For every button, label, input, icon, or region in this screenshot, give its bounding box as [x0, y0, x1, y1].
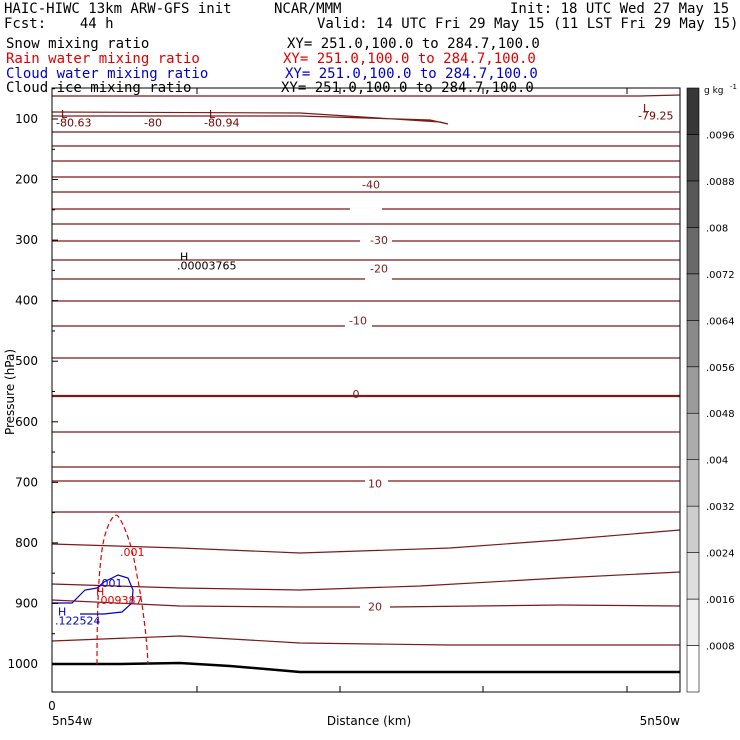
colorbar-swatch: [686, 366, 700, 414]
y-tick-label: 600: [15, 415, 38, 429]
colorbar-label: .008: [706, 223, 728, 234]
colorbar-swatch: [686, 134, 700, 182]
header-valid: Valid: 14 UTC Fri 29 May 15 (11 LST Fri …: [317, 16, 739, 32]
colorbar-swatch: [686, 320, 700, 368]
header-model: HAIC-HIWC 13km ARW-GFS init: [4, 1, 232, 17]
colorbar-label: .0016: [706, 595, 735, 606]
extremum-annotation: H: [58, 605, 66, 618]
y-tick-label: 300: [15, 233, 38, 247]
colorbar-swatch: [686, 645, 700, 693]
y-axis-label: Pressure (hPa): [3, 349, 17, 435]
contour-label: 20: [368, 600, 382, 613]
contour-label: -20: [370, 263, 388, 276]
colorbar-label: .0072: [706, 270, 735, 281]
header-org: NCAR/MMM: [274, 1, 342, 17]
rain-water-contour: [96, 514, 149, 665]
colorbar-label: .0088: [706, 177, 735, 188]
cloud-water-contour: [52, 574, 134, 615]
colorbar-swatch: [686, 227, 700, 275]
isotherm-contour: [51, 571, 681, 591]
colorbar-swatch: [686, 505, 700, 553]
field-name-cloud-water: Cloud water mixing ratio: [6, 66, 209, 82]
isotherm-contour: [51, 635, 680, 646]
plot-frame: [51, 87, 681, 693]
isotherm-contour: [52, 94, 681, 97]
field-xy-snow: XY= 251.0,100.0 to 284.7,100.0: [287, 36, 540, 52]
colorbar-unit: g kg: [704, 86, 724, 96]
contour-label: -10: [349, 315, 367, 328]
y-tick-label: 500: [15, 354, 38, 368]
colorbar-swatch: [686, 87, 700, 135]
colorbar-label: .0008: [706, 642, 735, 653]
x-tick-label-0: 0: [48, 699, 56, 713]
y-tick-label: 400: [15, 294, 38, 308]
y-tick-label: 800: [15, 536, 38, 550]
contour-label: 0: [353, 388, 360, 401]
extremum-annotation: H: [180, 250, 188, 263]
y-tick-label: 200: [15, 173, 38, 187]
colorbar-swatch: [686, 552, 700, 600]
colorbar-label: .0064: [706, 316, 735, 327]
extremum-annotation: -80.63: [56, 117, 91, 130]
colorbar-label: .0056: [706, 363, 735, 374]
extremum-annotation: L: [643, 102, 650, 115]
field-xy-rain: XY= 251.0,100.0 to 284.7,100.0: [283, 51, 536, 67]
isotherm-contour: [389, 604, 681, 608]
extremum-annotation: -80: [144, 117, 162, 130]
isotherm-contour: [51, 529, 681, 554]
colorbar-label: .0096: [706, 130, 735, 141]
extremum-annotation: -79.25: [638, 109, 673, 122]
colorbar-swatch: [686, 273, 700, 321]
extremum-annotation: L: [61, 108, 68, 121]
field-xy-cloud-water: XY= 251.0,100.0 to 284.7,100.0: [285, 66, 538, 82]
colorbar-label: .0024: [706, 549, 735, 560]
header-init: Init: 18 UTC Wed 27 May 15: [510, 1, 730, 17]
contour-label: -30: [370, 234, 388, 247]
colorbar-label: .004: [706, 456, 728, 467]
extremum-annotation: H: [96, 585, 104, 598]
y-tick-label: 900: [15, 596, 38, 610]
colorbar-label: .0048: [706, 409, 735, 420]
x-left-label: 5n54w: [52, 714, 93, 728]
extremum-annotation: .001: [98, 577, 123, 590]
extremum-annotation: .00003765: [177, 260, 237, 273]
extremum-annotation: .009387: [97, 594, 143, 607]
extremum-annotation: .001: [120, 546, 145, 559]
colorbar-swatch: [686, 459, 700, 507]
colorbar-swatch: [686, 180, 700, 228]
y-tick-label: 1000: [7, 657, 38, 671]
x-right-label: 5n50w: [640, 714, 681, 728]
contour-label: -40: [362, 178, 380, 191]
y-tick-label: 100: [15, 112, 38, 126]
terrain-surface-line: [52, 661, 680, 674]
header-fcst: Fcst: 44 h: [4, 16, 114, 32]
contour-label: 10: [368, 478, 382, 491]
extremum-annotation: .122524: [55, 614, 101, 627]
isotherm-contour: [51, 111, 449, 125]
x-axis-label: Distance (km): [327, 714, 411, 728]
extremum-annotation: L: [209, 108, 216, 121]
field-name-snow: Snow mixing ratio: [6, 36, 150, 52]
extremum-annotation: -80.94: [204, 117, 239, 130]
colorbar-swatch: [686, 598, 700, 646]
field-name-rain: Rain water mixing ratio: [6, 51, 200, 67]
y-tick-label: 700: [15, 475, 38, 489]
colorbar-unit-exponent: -1: [730, 83, 737, 91]
colorbar-swatch: [686, 412, 700, 460]
isotherm-contour: [51, 599, 360, 608]
colorbar-label: .0032: [706, 502, 735, 513]
